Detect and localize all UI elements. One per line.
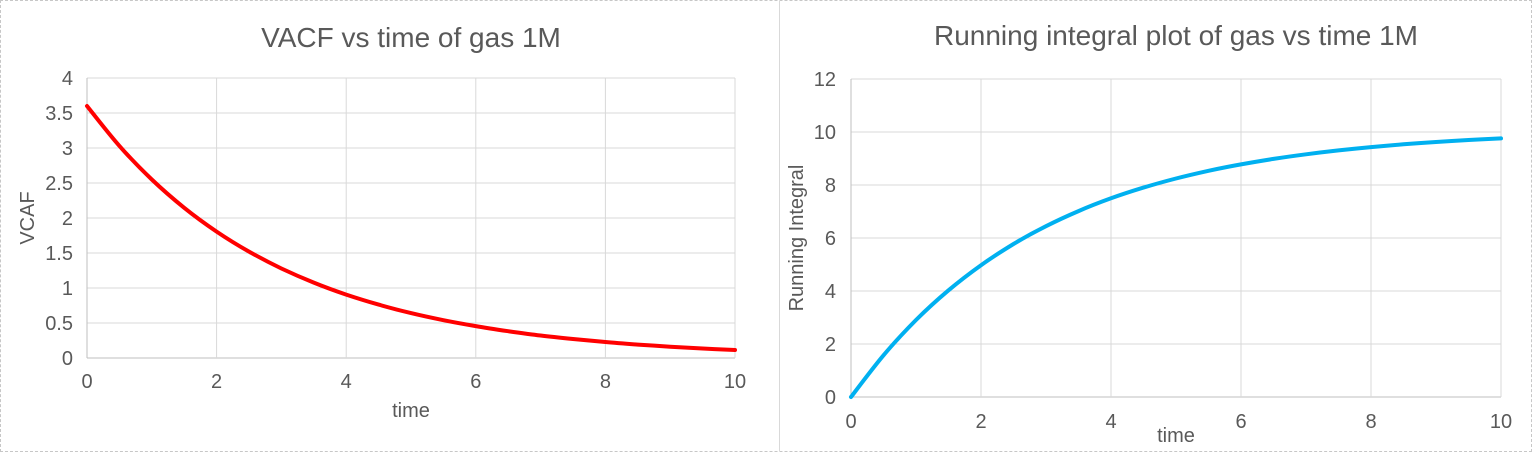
y-tick-label: 3.5: [45, 103, 73, 125]
x-tick-label: 10: [1490, 411, 1512, 433]
vacf-chart-panel[interactable]: 0 0.5 1 1.5 2 2.5 3 3.5 4 0 2 4 6 8 10 VACF vs time of…: [1, 1, 780, 451]
running-integral-chart-panel[interactable]: 0 2 4 6 8 10 12 0 2 4 6 8 10 Running integral plot o…: [780, 1, 1531, 451]
x-tick-label: 8: [1365, 411, 1376, 433]
y-tick-label: 0.5: [45, 313, 73, 335]
y-tick-label: 10: [814, 122, 836, 144]
x-tick-label: 0: [845, 411, 856, 433]
y-tick-label: 3: [62, 138, 73, 160]
series-line: [85, 104, 737, 352]
vacf-plot-layer: 0 0.5 1 1.5 2 2.5 3 3.5 4 0 2 4 6 8 10: [45, 68, 746, 393]
running-integral-chart: 0 2 4 6 8 10 12 0 2 4 6 8 10 Running integral plot o…: [786, 20, 1512, 447]
y-axis-title: Running Integral: [786, 165, 808, 312]
x-tick-label: 8: [600, 371, 611, 393]
y-tick-label: 1: [62, 278, 73, 300]
y-tick-label: 12: [814, 69, 836, 91]
y-tick-label: 1.5: [45, 243, 73, 265]
x-axis-title: time: [1157, 425, 1195, 447]
y-tick-label: 0: [825, 387, 836, 409]
series-line: [849, 136, 1503, 399]
x-tick-label: 4: [1105, 411, 1116, 433]
chart-title: VACF vs time of gas 1M: [261, 22, 561, 53]
x-tick-label: 2: [211, 371, 222, 393]
y-tick-label: 2: [62, 208, 73, 230]
y-tick-label: 0: [62, 348, 73, 370]
chart-title: Running integral plot of gas vs time 1M: [934, 20, 1418, 51]
x-tick-label: 0: [81, 371, 92, 393]
x-axis-title: time: [392, 400, 430, 422]
y-tick-label: 6: [825, 228, 836, 250]
y-axis-title: VCAF: [17, 191, 39, 244]
y-tick-label: 8: [825, 175, 836, 197]
x-tick-label: 4: [341, 371, 352, 393]
y-tick-label: 4: [62, 68, 73, 90]
y-tick-label: 4: [825, 281, 836, 303]
y-tick-label: 2.5: [45, 173, 73, 195]
running-integral-plot-layer: 0 2 4 6 8 10 12 0 2 4 6 8 10: [814, 69, 1512, 433]
x-tick-label: 10: [724, 371, 746, 393]
x-tick-label: 6: [470, 371, 481, 393]
y-tick-label: 2: [825, 334, 836, 356]
x-tick-label: 6: [1235, 411, 1246, 433]
x-tick-label: 2: [975, 411, 986, 433]
vacf-chart: 0 0.5 1 1.5 2 2.5 3 3.5 4 0 2 4 6 8 10 VACF vs time of…: [17, 22, 746, 422]
